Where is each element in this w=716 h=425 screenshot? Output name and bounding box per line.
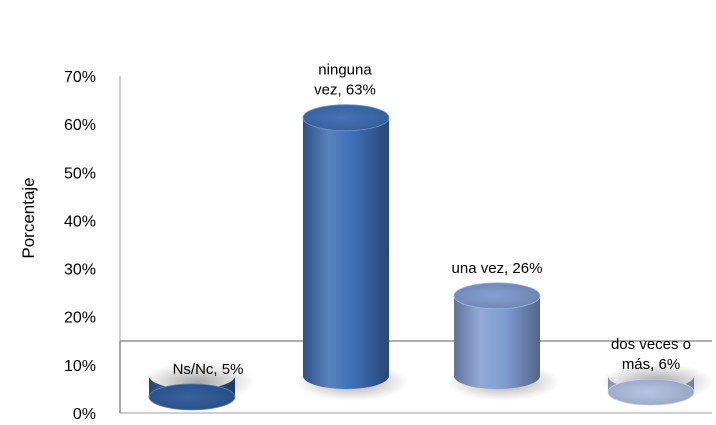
- data-label-line: dos veces o: [611, 336, 691, 353]
- bar-body: [454, 295, 540, 389]
- data-label-line: ninguna: [318, 62, 372, 79]
- y-tick-label: 30%: [64, 262, 96, 279]
- bar-top: [453, 282, 541, 310]
- chart-frame: [119, 76, 712, 414]
- y-tick-label: 50%: [64, 165, 96, 182]
- y-axis-label: Porcentaje: [19, 177, 38, 258]
- data-label-line: más, 6%: [622, 356, 680, 373]
- y-tick-label: 20%: [64, 310, 96, 327]
- data-label: ninguna vez, 63%: [314, 62, 376, 99]
- bar: [600, 363, 714, 406]
- y-tick-label: 40%: [64, 213, 96, 230]
- bar: [141, 363, 255, 411]
- y-tick-label: 60%: [64, 117, 96, 134]
- data-label: Ns/Nc, 5%: [173, 361, 244, 378]
- data-labels: Ns/Nc, 5% ninguna vez, 63% una vez, 26% dos …: [173, 62, 691, 378]
- y-tick-label: 10%: [64, 358, 96, 375]
- data-label-line: Ns/Nc, 5%: [173, 361, 244, 378]
- bar-body: [303, 117, 389, 389]
- bar: [446, 282, 560, 401]
- y-tick-label: 70%: [64, 69, 96, 86]
- y-axis-ticks: 0% 10% 20% 30% 40% 50% 60% 70%: [64, 69, 96, 423]
- bar: [295, 104, 409, 401]
- data-label: dos veces o más, 6%: [611, 336, 691, 373]
- y-tick-label: 0%: [73, 406, 96, 423]
- data-label-line: vez, 63%: [314, 82, 376, 99]
- bars: [141, 104, 714, 411]
- data-label-line: una vez, 26%: [452, 260, 543, 277]
- bar-top: [607, 378, 695, 406]
- bar-top: [302, 104, 390, 132]
- data-label: una vez, 26%: [452, 260, 543, 277]
- bar-top: [148, 383, 236, 411]
